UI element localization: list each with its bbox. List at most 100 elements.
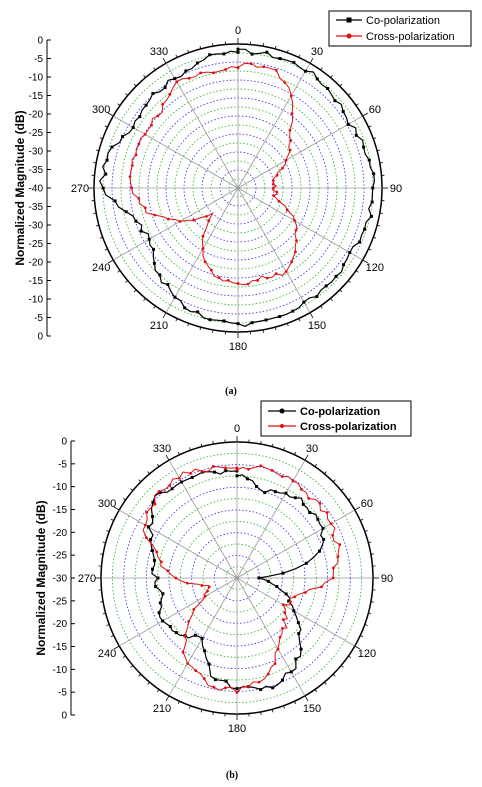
outer-tick-b: [165, 695, 170, 702]
data-point-b-co: [317, 549, 321, 553]
data-point-b-cross: [303, 591, 307, 594]
legend-cross-marker-b: [280, 424, 284, 428]
data-point-a-co: [152, 247, 156, 251]
angle-ticks-a: 0 30 60 90 120 150 180 210 240 270 300 330: [71, 25, 402, 353]
outer-tick-a: [368, 125, 372, 128]
data-point-b-cross: [224, 686, 227, 690]
outer-tick-a: [95, 224, 100, 227]
data-point-b-co: [158, 601, 162, 605]
grid-spoke-a: [237, 187, 363, 261]
data-point-b-cross: [320, 585, 323, 589]
data-point-a-co: [333, 99, 337, 103]
data-point-b-cross: [207, 585, 211, 589]
outer-tick-a: [133, 289, 137, 293]
data-point-b-cross: [266, 672, 270, 676]
outer-tick-a: [362, 112, 369, 117]
data-point-b-co: [203, 649, 207, 653]
outer-tick-b: [283, 447, 285, 451]
radial-tick-label-b: -15: [53, 505, 68, 516]
outer-tick-b: [370, 601, 374, 603]
outer-tick-a: [330, 75, 333, 78]
data-point-a-cross: [178, 220, 182, 223]
data-point-b-co: [289, 670, 293, 674]
legend-box-a: [328, 10, 472, 47]
radial-tick-label-b: 0: [61, 711, 67, 722]
data-point-b-co: [170, 487, 174, 491]
data-point-a-cross: [226, 278, 230, 282]
data-point-b-cross: [293, 595, 297, 599]
radial-ticks-b: 0 -5 -10 -15 -20 -25 -30 -25 -20 -15 -10 -5 0: [53, 437, 75, 722]
data-point-a-co: [134, 219, 138, 223]
outer-tick-b: [147, 471, 150, 475]
data-point-a-co: [264, 318, 268, 322]
angle-tick-label-b: 210: [153, 703, 171, 715]
radial-tick-label-a: -40: [29, 184, 44, 195]
radial-tick-label-a: -15: [29, 91, 44, 102]
data-point-a-co: [158, 273, 162, 277]
outer-tick-b: [360, 635, 364, 638]
data-point-a-cross: [271, 186, 275, 190]
angle-tick-label-b: 150: [303, 703, 321, 715]
data-point-b-cross: [257, 680, 261, 684]
data-point-a-cross: [246, 282, 250, 286]
data-point-a-co: [222, 52, 226, 56]
radial-tick-label-a: -10: [29, 295, 44, 306]
radial-tick-label-a: -30: [29, 221, 44, 232]
data-point-b-co: [151, 567, 155, 571]
data-point-b-cross: [329, 522, 333, 526]
angle-tick-label-a: 120: [366, 262, 384, 274]
outer-tick-b: [156, 689, 160, 693]
data-point-b-co: [308, 511, 312, 515]
data-point-a-cross: [203, 260, 207, 264]
data-point-b-cross: [174, 576, 178, 580]
angle-tick-label-b: 120: [358, 648, 376, 660]
data-point-a-cross: [156, 114, 160, 118]
data-point-b-cross: [181, 650, 185, 654]
outer-tick-b: [348, 497, 352, 501]
data-point-b-co: [150, 515, 154, 519]
data-point-a-co: [334, 274, 338, 278]
data-point-a-co: [101, 186, 105, 190]
data-point-a-cross: [277, 199, 281, 203]
outer-tick-a: [95, 149, 100, 152]
data-point-a-cross: [137, 197, 141, 200]
data-point-b-cross: [143, 523, 147, 527]
data-point-a-cross: [271, 179, 275, 182]
data-point-a-cross: [205, 214, 208, 218]
angle-tick-label-b: 300: [98, 498, 116, 510]
data-point-b-co: [321, 526, 325, 530]
data-point-a-co: [278, 314, 282, 318]
data-point-a-co: [369, 214, 373, 218]
data-point-a-cross: [128, 175, 132, 179]
radial-tick-label-b: 0: [61, 437, 67, 448]
data-point-a-co: [195, 61, 199, 65]
data-point-b-co: [146, 525, 150, 529]
data-point-b-co: [180, 480, 184, 484]
data-point-a-co: [236, 50, 240, 54]
data-point-b-co: [257, 576, 261, 580]
outer-tick-a: [199, 326, 202, 331]
data-point-b-co: [157, 611, 161, 615]
data-point-a-cross: [166, 217, 170, 221]
data-point-b-co: [235, 687, 239, 691]
angle-tick-label-a: 270: [71, 183, 89, 195]
polar-chart-a: 0 -5 -10 -15 -20 -25 -30 -35 -40 -35 -30 -25 -20 -15 -…: [13, 10, 472, 353]
data-point-a-co: [367, 158, 371, 162]
grid-spoke-a: [165, 63, 239, 189]
data-point-b-co: [294, 657, 298, 661]
data-point-a-co: [315, 295, 319, 299]
radial-ticks-a: 0 -5 -10 -15 -20 -25 -30 -35 -40 -35 -30 -25 -20 -15 -…: [29, 36, 51, 343]
outer-tick-b: [110, 518, 114, 521]
outer-tick-a: [199, 45, 202, 50]
data-point-a-co: [292, 60, 296, 64]
data-point-a-cross: [137, 142, 141, 146]
outer-tick-b: [354, 506, 361, 511]
polar-grid-a: [88, 38, 388, 338]
radial-tick-label-a: -15: [29, 276, 44, 287]
angle-tick-label-b: 0: [234, 423, 240, 435]
outer-tick-b: [354, 645, 361, 650]
data-point-a-cross: [150, 123, 153, 127]
data-point-a-co: [362, 145, 366, 149]
data-point-b-co: [149, 538, 153, 542]
outer-tick-a: [212, 329, 214, 333]
